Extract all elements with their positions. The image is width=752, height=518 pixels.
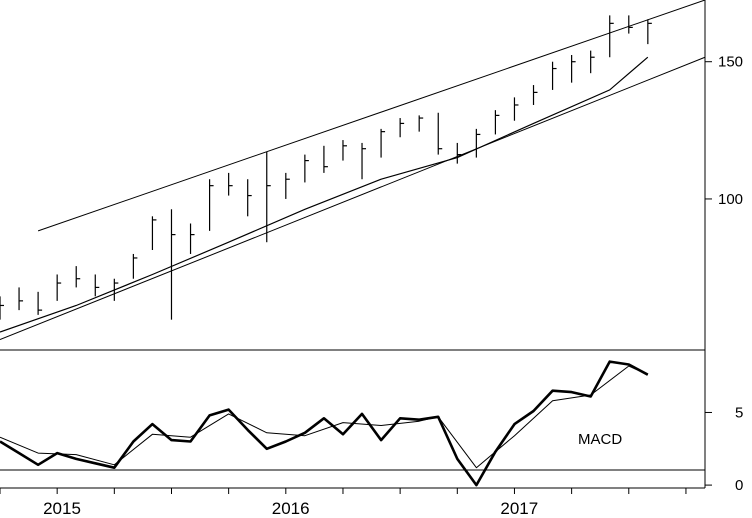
year-label: 2015 xyxy=(43,499,81,518)
price-bar xyxy=(37,291,43,315)
macd-lines-layer xyxy=(0,360,649,487)
price-bar xyxy=(590,50,595,74)
moving-average-layer xyxy=(0,56,649,333)
axes-layer xyxy=(0,0,706,489)
price-bar xyxy=(399,118,405,138)
indicator-tick-label: 5 xyxy=(735,404,743,421)
price-bar xyxy=(342,140,347,161)
price-bar xyxy=(56,274,62,301)
price-bar xyxy=(18,287,24,311)
price-bar xyxy=(0,296,4,320)
price-bar xyxy=(418,115,424,132)
price-bar xyxy=(189,223,195,254)
year-label: 2016 xyxy=(272,499,310,518)
price-bar xyxy=(628,15,633,34)
trendline-1 xyxy=(37,0,706,232)
price-panel xyxy=(0,0,706,341)
price-bar xyxy=(228,172,233,196)
price-bar xyxy=(285,172,290,199)
price-bar xyxy=(247,179,252,217)
indicator-label: MACD xyxy=(578,431,622,448)
trendline-2 xyxy=(0,56,706,341)
price-bar xyxy=(532,85,538,105)
price-bar xyxy=(323,145,328,173)
price-bar xyxy=(494,110,500,135)
price-bar xyxy=(113,278,119,301)
price-bar xyxy=(380,128,386,158)
price-bar xyxy=(456,142,462,164)
price-tick-label: 150 xyxy=(718,54,743,71)
price-bar xyxy=(437,112,443,155)
price-bar xyxy=(208,179,214,231)
price-bar xyxy=(170,209,176,320)
price-bar xyxy=(475,128,481,158)
price-bars-layer xyxy=(0,15,652,320)
moving-average-line xyxy=(0,56,649,333)
trendline-layer xyxy=(0,0,706,341)
price-bar xyxy=(609,15,614,58)
price-bar xyxy=(151,216,157,250)
indicator-tick-label: 0 xyxy=(735,477,743,494)
price-bar xyxy=(132,253,138,279)
price-bar xyxy=(647,19,652,45)
price-bar xyxy=(94,274,100,297)
price-bar xyxy=(266,151,271,243)
indicator-panel: MACD xyxy=(0,360,649,487)
macd-line xyxy=(0,360,649,487)
year-label: 2017 xyxy=(500,499,538,518)
price-bar xyxy=(361,142,367,180)
signal-line xyxy=(0,365,649,469)
price-bar xyxy=(551,61,557,90)
price-bar xyxy=(304,154,309,183)
price-bar xyxy=(571,55,576,83)
price-bar xyxy=(513,97,519,121)
price-bar xyxy=(75,266,81,288)
price-tick-label: 100 xyxy=(718,191,743,208)
